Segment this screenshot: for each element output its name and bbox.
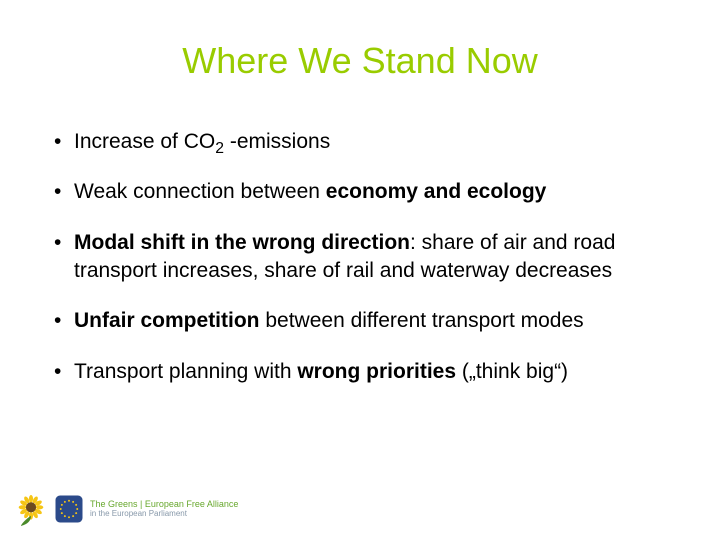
bullet-item: Increase of CO2 -emissions [54,128,690,156]
footer-text: The Greens | European Free Alliance in t… [90,500,238,519]
footer-logo: The Greens | European Free Alliance in t… [14,492,238,526]
bullet-item: Unfair competition between different tra… [54,307,690,335]
footer-sub-line: in the European Parliament [90,510,238,519]
bullet-item: Weak connection between economy and ecol… [54,178,690,206]
bullet-list: Increase of CO2 -emissions Weak connectio… [30,128,690,386]
slide: Where We Stand Now Increase of CO2 -emis… [0,0,720,540]
eu-flag-icon [54,494,84,524]
bullet-item: Modal shift in the wrong direction: shar… [54,229,690,286]
sunflower-icon [14,492,48,526]
slide-title: Where We Stand Now [30,40,690,82]
bullet-item: Transport planning with wrong priorities… [54,358,690,386]
